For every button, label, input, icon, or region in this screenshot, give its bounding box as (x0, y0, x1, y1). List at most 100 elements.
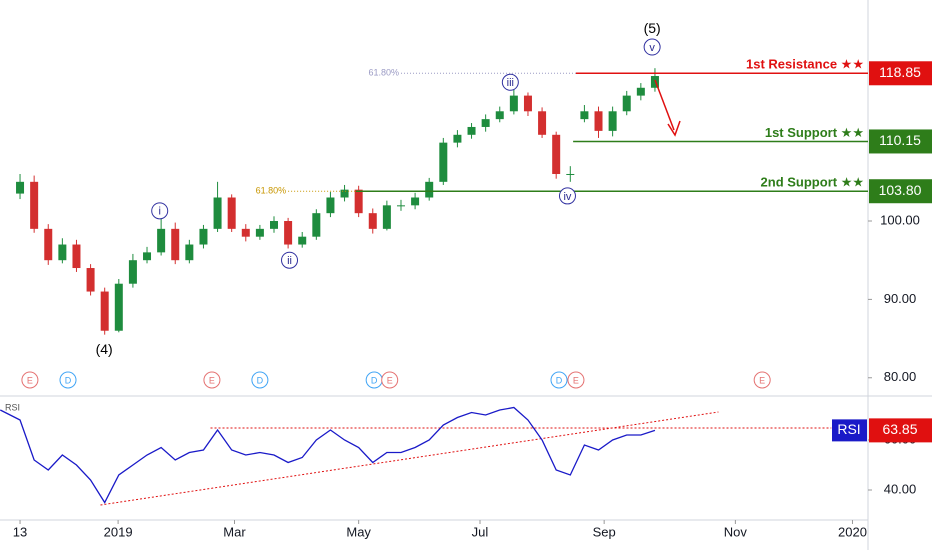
level-name: 1st Support ★★ (765, 125, 864, 140)
candle-body (340, 189, 349, 198)
x-tick-label: Sep (593, 524, 616, 539)
candle-body (382, 205, 391, 229)
candle-body (114, 283, 123, 331)
level-value: 110.15 (879, 132, 921, 148)
candle-body (594, 111, 603, 131)
candle-body (284, 221, 293, 245)
candle-body (411, 197, 420, 206)
y-tick-label: 40.00 (884, 481, 917, 496)
event-label: D (65, 375, 72, 385)
wave-label: ii (287, 255, 292, 267)
x-tick-label: May (346, 524, 371, 539)
level-box (869, 179, 932, 204)
wave-label: i (158, 206, 160, 218)
candle-body (100, 291, 109, 331)
candle-body (298, 236, 307, 245)
fib-label: 61.80% (256, 186, 287, 196)
candle-body (566, 173, 575, 175)
wave-circle (558, 187, 576, 205)
candle-body (213, 197, 222, 229)
event-marker (567, 371, 585, 389)
candle-body (368, 213, 377, 229)
event-label: E (573, 375, 579, 385)
rsi-value-box (869, 418, 932, 443)
candle-body (227, 197, 236, 229)
y-tick-label: 90.00 (884, 291, 917, 306)
candle-body (270, 221, 279, 229)
event-marker (203, 371, 221, 389)
arrow-head (667, 120, 681, 137)
wave-circle (643, 38, 661, 56)
level-box (869, 61, 932, 86)
x-tick-label: 13 (13, 524, 27, 539)
candle-body (58, 244, 67, 261)
wave-label: iii (507, 77, 514, 89)
candle-body (44, 228, 53, 261)
level-value: 118.85 (879, 64, 921, 80)
candle-body (552, 134, 561, 174)
fib-label: 61.80% (368, 68, 399, 78)
candle-body (425, 181, 434, 198)
rsi-pane-title: RSI (5, 402, 20, 412)
candle-body (312, 213, 321, 237)
x-tick-label: 2019 (104, 524, 133, 539)
event-label: D (257, 375, 264, 385)
event-label: D (556, 375, 563, 385)
event-label: E (209, 375, 215, 385)
candle-body (538, 111, 547, 135)
rsi-legend: RSI (837, 421, 860, 437)
level-value: 103.80 (879, 182, 922, 198)
level-name: 1st Resistance ★★ (746, 57, 864, 72)
candle-body (255, 228, 264, 237)
event-marker (21, 371, 39, 389)
candle-body (509, 95, 518, 112)
wave-label: (5) (644, 20, 661, 36)
candle-body (467, 126, 476, 135)
candle-body (453, 134, 462, 143)
candle-body (157, 228, 166, 253)
candle-body (622, 95, 631, 112)
event-marker (251, 371, 269, 389)
wave-circle (151, 202, 169, 220)
event-label: D (371, 375, 378, 385)
level-box (869, 129, 932, 154)
x-tick-label: Nov (724, 524, 748, 539)
plot-layer: 80.0090.00100.0040.0060.00132019MarMayJu… (0, 20, 932, 539)
wave-label: (4) (96, 341, 113, 357)
candle-body (128, 260, 137, 284)
event-marker (381, 371, 399, 389)
candle-body (354, 189, 363, 214)
candle-body (86, 268, 95, 292)
event-marker (753, 371, 771, 389)
candle-body (495, 111, 504, 120)
y-tick-label: 100.00 (880, 212, 920, 227)
x-tick-label: 2020 (838, 524, 867, 539)
rsi-legend-box (832, 419, 867, 442)
candle-body (396, 205, 405, 207)
candle-body (199, 228, 208, 245)
candle-body (143, 252, 152, 261)
candle-body (185, 244, 194, 261)
candle-body (481, 119, 490, 127)
event-label: E (759, 375, 765, 385)
candle-body (439, 142, 448, 182)
candle-body (16, 181, 25, 194)
candle-body (241, 228, 250, 237)
wave-label: v (649, 42, 655, 54)
candle-body (30, 181, 39, 229)
event-label: E (27, 375, 33, 385)
rsi-value: 63.85 (882, 421, 917, 437)
candle-body (580, 111, 589, 120)
candle-body (72, 244, 81, 269)
wave-circle (281, 251, 299, 269)
arrow (654, 79, 675, 131)
candle-body (608, 111, 617, 131)
event-marker (550, 371, 568, 389)
wave-circle (501, 73, 519, 91)
candle-body (523, 95, 532, 112)
rsi-annotation-line (100, 411, 719, 506)
rsi-line (0, 406, 656, 504)
candle-body (326, 197, 335, 214)
